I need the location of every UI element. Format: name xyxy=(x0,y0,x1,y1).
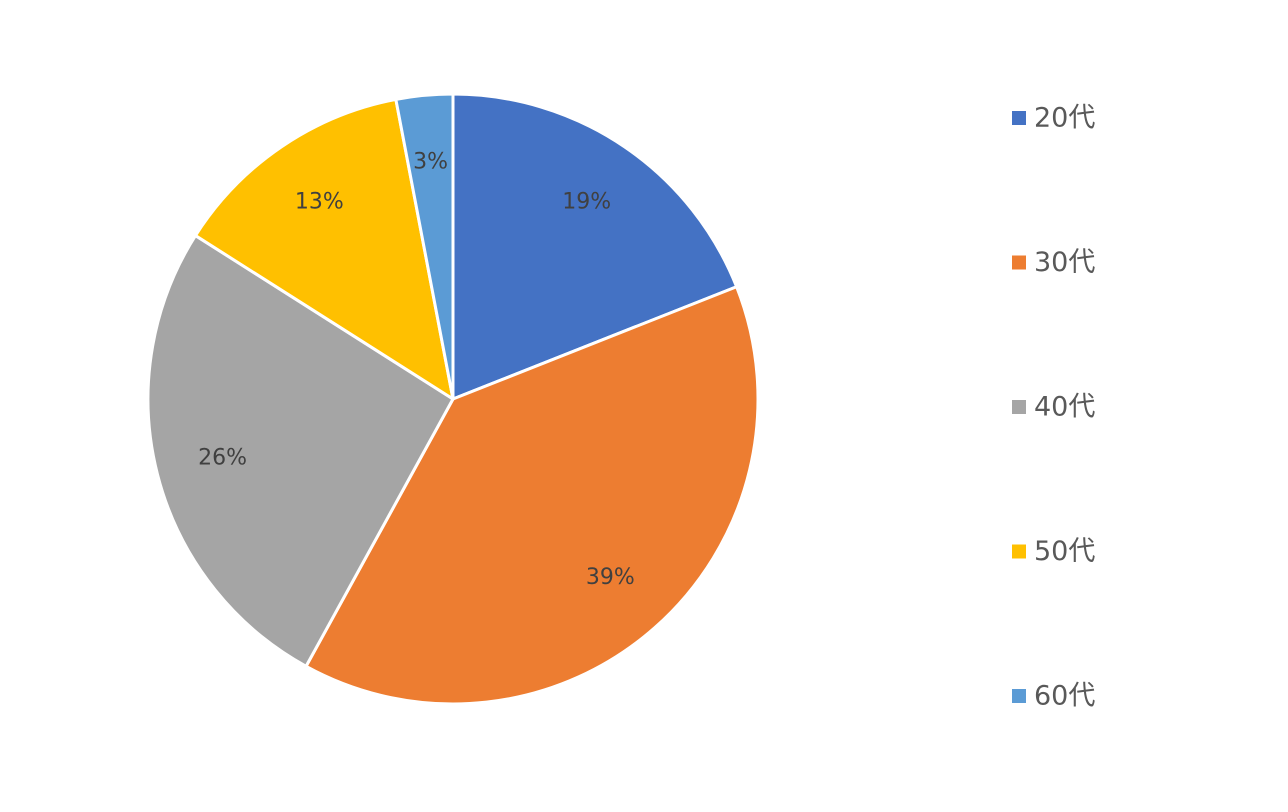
legend-swatch xyxy=(1012,400,1026,414)
data-label-5: 3% xyxy=(413,150,448,175)
legend-label: 40代 xyxy=(1034,392,1095,423)
pie-slice-1 xyxy=(451,92,739,401)
legend-item-4: 50代 xyxy=(1012,536,1095,567)
pie-slice-5 xyxy=(394,92,455,401)
chart-legend: 20代 30代 40代 50代 60代 xyxy=(1012,103,1095,712)
pie-slice-2 xyxy=(304,285,760,706)
data-label-4: 13% xyxy=(295,190,344,215)
pie-slice-4 xyxy=(193,97,455,401)
legend-swatch xyxy=(1012,111,1026,125)
legend-swatch xyxy=(1012,255,1026,270)
legend-swatch xyxy=(1012,544,1026,559)
pie-slice-3 xyxy=(146,234,455,668)
data-label-2: 39% xyxy=(586,565,635,590)
data-label-3: 26% xyxy=(198,446,247,471)
legend-label: 20代 xyxy=(1034,103,1095,134)
legend-swatch xyxy=(1012,689,1026,703)
legend-item-1: 20代 xyxy=(1012,103,1095,134)
legend-item-2: 30代 xyxy=(1012,247,1095,278)
pie-slices xyxy=(146,92,760,706)
legend-label: 30代 xyxy=(1034,247,1095,278)
legend-item-3: 40代 xyxy=(1012,392,1095,423)
legend-label: 50代 xyxy=(1034,536,1095,567)
legend-label: 60代 xyxy=(1034,681,1095,712)
data-label-1: 19% xyxy=(562,190,611,215)
legend-item-5: 60代 xyxy=(1012,681,1095,712)
pie-data-labels: 19% 39% 26% 13% 3% xyxy=(198,150,635,590)
